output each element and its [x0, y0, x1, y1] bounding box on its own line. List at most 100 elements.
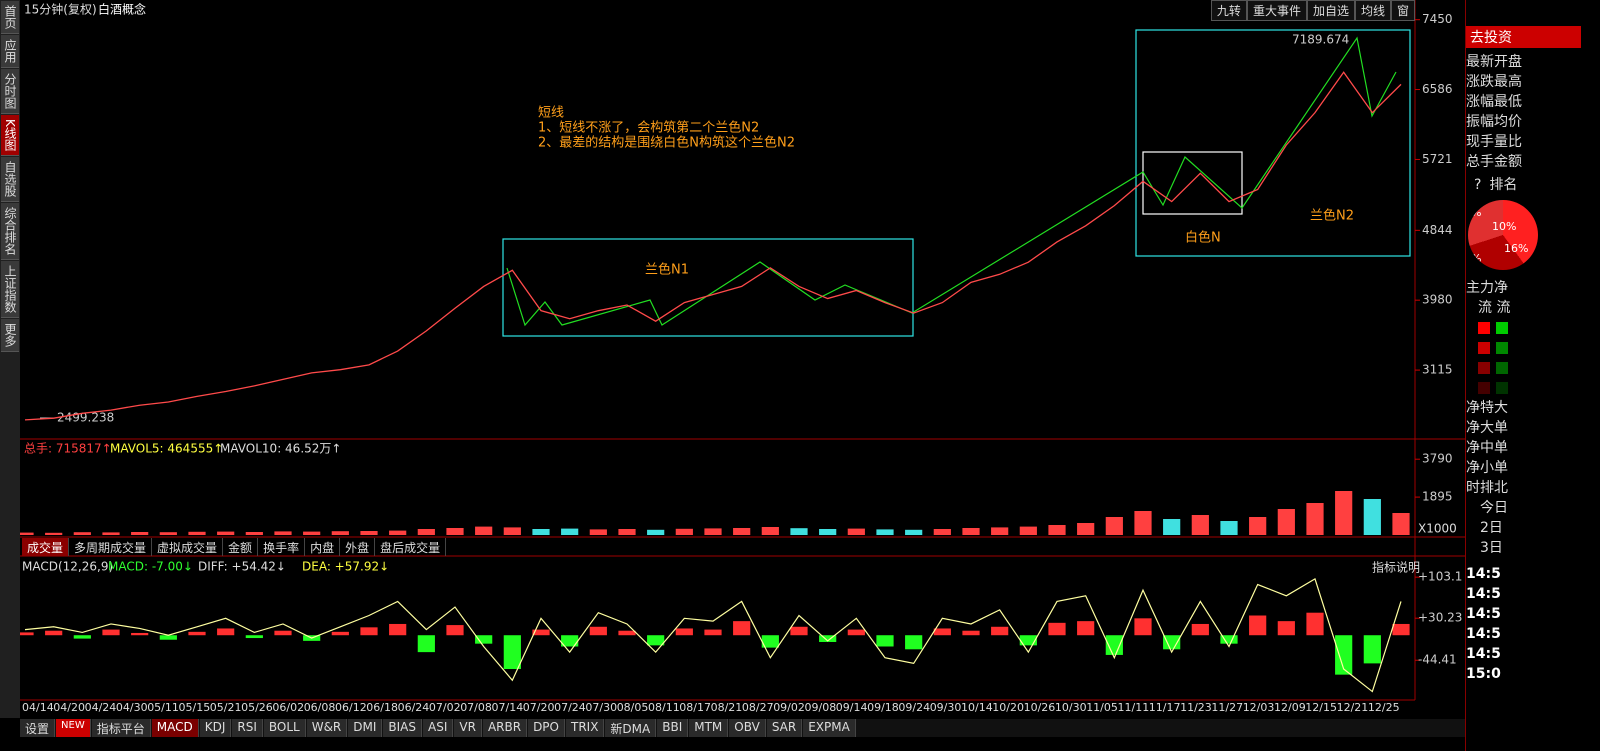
macd-bar	[847, 629, 865, 636]
volume-tab[interactable]: 金额	[223, 538, 259, 556]
high-label: 7189.674	[1292, 33, 1349, 47]
macd-bar	[1249, 615, 1267, 636]
indicator-tab[interactable]: DPO	[528, 719, 565, 737]
side-tab[interactable]: 应用	[1, 35, 19, 68]
indicator-tab[interactable]: TRIX	[565, 719, 605, 737]
macd-bar	[1392, 623, 1410, 636]
indicator-tab[interactable]: BBI	[657, 719, 689, 737]
date-label: 12/21	[1337, 701, 1369, 714]
volume-unit: X1000	[1418, 522, 1457, 536]
macd-bar	[962, 630, 980, 636]
indicator-tab[interactable]: BIAS	[383, 719, 423, 737]
volume-bar	[131, 532, 149, 535]
indicator-tab[interactable]: VR	[454, 719, 482, 737]
top-buttons: 九转 重大事件 加自选 均线窗	[1210, 0, 1415, 21]
date-label: 05/15	[179, 701, 211, 714]
volume-tab[interactable]: 盘后成交量	[375, 538, 447, 556]
volume-tab[interactable]: 内盘	[305, 538, 341, 556]
time-row: 14:5	[1466, 646, 1501, 662]
macd-bar	[991, 626, 1009, 636]
side-tab[interactable]: 综合排名	[1, 202, 19, 260]
indicator-tab[interactable]: RSI	[232, 719, 263, 737]
volume-bar	[905, 529, 923, 535]
top-button[interactable]: 窗	[1390, 0, 1415, 21]
volume-bar	[761, 527, 779, 535]
net-row: 净特大	[1466, 400, 1508, 416]
macd-bar	[131, 632, 149, 636]
time-row: 14:5	[1466, 586, 1501, 602]
macd-bar	[217, 628, 235, 636]
volume-bar	[1134, 511, 1152, 535]
date-label: 06/12	[335, 701, 367, 714]
volume-tab[interactable]: 外盘	[340, 538, 376, 556]
macd-bar	[1019, 635, 1037, 646]
macd-help[interactable]: 指标说明	[1372, 560, 1420, 575]
date-label: 12/25	[1368, 701, 1400, 714]
y-tick-label: 5721	[1422, 152, 1453, 166]
top-button[interactable]: 均线	[1354, 0, 1391, 21]
date-label: 09/08	[805, 701, 837, 714]
macd-bar	[1163, 635, 1181, 650]
top-button[interactable]: 九转	[1210, 0, 1247, 21]
side-tab[interactable]: 首页	[1, 1, 19, 34]
volume-tab[interactable]: 虚拟成交量	[152, 538, 224, 556]
side-tab[interactable]: 上证指数	[1, 260, 19, 318]
side-tab[interactable]: 更多	[1, 318, 19, 352]
indicator-tab[interactable]: W&R	[306, 719, 348, 737]
top-button[interactable]: 重大事件	[1246, 0, 1307, 21]
indicator-tab[interactable]: MACD	[151, 719, 199, 737]
indicator-tab[interactable]: BOLL	[263, 719, 306, 737]
macd-bar	[331, 631, 349, 636]
volume-tab[interactable]: 成交量	[22, 538, 70, 556]
pie: 2% 10% 16% 2%	[1468, 200, 1538, 270]
volume-bar	[1392, 513, 1410, 535]
macd-bar	[675, 628, 693, 636]
price-line	[24, 71, 1402, 421]
date-label: 06/02	[272, 701, 304, 714]
macd-bar	[360, 627, 378, 636]
settings-tab[interactable]: 设置	[20, 719, 56, 737]
date-label: 09/18	[867, 701, 899, 714]
rank-tab[interactable]: ? 排名	[1474, 177, 1518, 193]
date-label: 05/26	[241, 701, 273, 714]
box-label: 白色N	[1185, 230, 1221, 246]
indicator-tab[interactable]: ASI	[423, 719, 454, 737]
side-tab[interactable]: 分时图	[1, 69, 19, 114]
date-label: 04/14	[22, 701, 54, 714]
platform-tab[interactable]: 指标平台	[91, 719, 151, 737]
invest-button[interactable]: 去投资	[1466, 26, 1581, 48]
top-button[interactable]: 加自选	[1306, 0, 1355, 21]
date-label: 06/24	[398, 701, 430, 714]
notes: 短线 1、短线不涨了，会构筑第二个兰色N2 2、最差的结构是围绕白色N构筑这个兰…	[538, 106, 1354, 278]
indicator-tab[interactable]: MTM	[689, 719, 729, 737]
indicator-tab[interactable]: ARBR	[482, 719, 528, 737]
volume-tab[interactable]: 换手率	[258, 538, 306, 556]
volume-stat: MAVOL10: 46.52万↑	[220, 442, 341, 456]
volume-stat: 总手: 715817↑	[24, 442, 112, 456]
volume-bar	[675, 528, 693, 535]
indicator-tab[interactable]: EXPMA	[803, 719, 856, 737]
macd-bar	[1077, 621, 1095, 636]
indicator-tab[interactable]: KDJ	[199, 719, 232, 737]
y-tick-label: 3115	[1422, 363, 1453, 377]
quote-rows: 最新开盘 涨跌最高 涨幅最低 振幅均价 现手量比 总手金额	[1466, 52, 1600, 172]
macd-bar	[503, 635, 521, 670]
volume-bar	[417, 529, 435, 535]
macd-bar	[561, 635, 579, 647]
indicator-tab[interactable]: DMI	[348, 719, 383, 737]
side-tab[interactable]: K线图	[1, 115, 19, 156]
indicator-tab[interactable]: 新DMA	[605, 719, 657, 737]
pie-label: 10%	[1492, 220, 1517, 233]
volume-bar	[73, 532, 91, 535]
y-tick-label: +30.23	[1418, 611, 1462, 625]
macd-bar	[790, 626, 808, 636]
volume-bar	[16, 532, 34, 535]
indicator-tab[interactable]: OBV	[729, 719, 766, 737]
side-tab[interactable]: 自选股	[1, 156, 19, 202]
main-flow: 主力净	[1466, 280, 1508, 296]
macd-bar	[876, 635, 894, 647]
volume-tab[interactable]: 多周期成交量	[69, 538, 153, 556]
time-rows: 14:5 14:5 14:5 14:5 14:5 15:0	[1466, 564, 1600, 684]
pie-label: 2%	[1468, 206, 1482, 219]
indicator-tab[interactable]: SAR	[766, 719, 803, 737]
